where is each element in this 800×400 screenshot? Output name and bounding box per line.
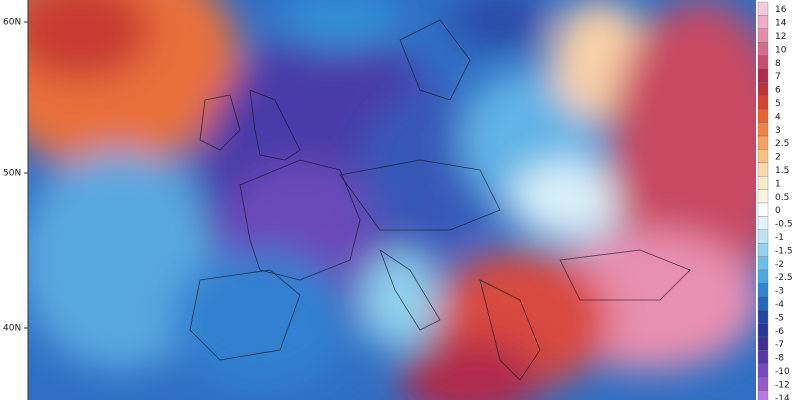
colorbar-label: 8	[775, 59, 781, 69]
colorbar-swatch	[757, 296, 769, 311]
colorbar-label: -14	[775, 394, 790, 400]
colorbar-swatch	[757, 216, 769, 230]
colorbar-label: 7	[775, 72, 781, 82]
colorbar-swatch	[757, 42, 769, 56]
coastlines	[189, 19, 691, 381]
colorbar-label: -8	[775, 354, 784, 364]
colorbar-swatch	[757, 229, 769, 244]
colorbar-label: -1.5	[775, 246, 793, 256]
colorbar-swatch	[757, 135, 769, 150]
colorbar-label: 16	[775, 5, 787, 15]
colorbar-swatch	[757, 122, 769, 137]
colorbar-label: -2.5	[775, 273, 793, 283]
colorbar-swatch	[757, 162, 769, 177]
colorbar-label: 14	[775, 19, 787, 29]
colorbar-label: -3	[775, 287, 784, 297]
colorbar-swatch	[757, 202, 769, 217]
colorbar-label: 3	[775, 126, 781, 136]
colorbar-label: 10	[775, 45, 787, 55]
colorbar-swatch	[757, 377, 769, 391]
colorbar-label: -1	[775, 233, 784, 243]
colorbar-swatch	[757, 1, 769, 16]
colorbar-label: 4	[775, 112, 781, 122]
colorbar-label: 12	[775, 32, 786, 42]
colorbar-swatch	[757, 283, 769, 297]
colorbar-label: 1.5	[775, 166, 789, 176]
colorbar-swatch	[757, 109, 769, 123]
colorbar-label: 2.5	[775, 139, 789, 149]
latitude-label: 50N	[3, 169, 21, 179]
colorbar-swatch	[757, 149, 769, 163]
colorbar-label: 6	[775, 86, 781, 96]
colorbar-label: 5	[775, 99, 781, 109]
colorbar-swatch	[757, 15, 769, 29]
colorbar-swatch	[757, 189, 769, 204]
colorbar-swatch	[757, 28, 769, 43]
colorbar-label: 0	[775, 206, 781, 216]
colorbar-label: -10	[775, 367, 790, 377]
colorbar-label: -6	[775, 327, 784, 337]
colorbar-swatch	[757, 82, 769, 96]
colorbar-label: 1	[775, 179, 781, 189]
colorbar-swatch	[757, 390, 769, 400]
colorbar-label: -0.5	[775, 220, 793, 230]
colorbar-swatch	[757, 269, 769, 284]
colorbar-swatch	[757, 310, 769, 324]
colorbar: 16 14 12 10 8 7 6 5 4 3 2.5 2 1.5 1 0.5 0 -0.5 -1 -1.5 -2 -2…	[756, 0, 800, 400]
colorbar-label: 0.5	[775, 193, 789, 203]
colorbar-swatch	[757, 323, 769, 338]
colorbar-swatch	[757, 336, 769, 351]
colorbar-swatch	[757, 256, 769, 271]
colorbar-label: -4	[775, 300, 784, 310]
latitude-label: 40N	[3, 324, 21, 334]
colorbar-swatch	[757, 176, 769, 190]
colorbar-swatch	[757, 243, 769, 257]
colorbar-swatch	[757, 55, 769, 70]
colorbar-label: 2	[775, 153, 781, 163]
colorbar-label: -2	[775, 260, 784, 270]
colorbar-label: -12	[775, 380, 790, 390]
colorbar-swatch	[757, 350, 769, 364]
latitude-label: 60N	[3, 18, 21, 28]
colorbar-label: -7	[775, 340, 784, 350]
colorbar-swatch	[757, 95, 769, 110]
latitude-labels: 60N 50N 40N	[3, 18, 28, 334]
colorbar-swatch	[757, 363, 769, 378]
colorbar-label: -5	[775, 313, 784, 323]
colorbar-swatch	[757, 68, 769, 83]
